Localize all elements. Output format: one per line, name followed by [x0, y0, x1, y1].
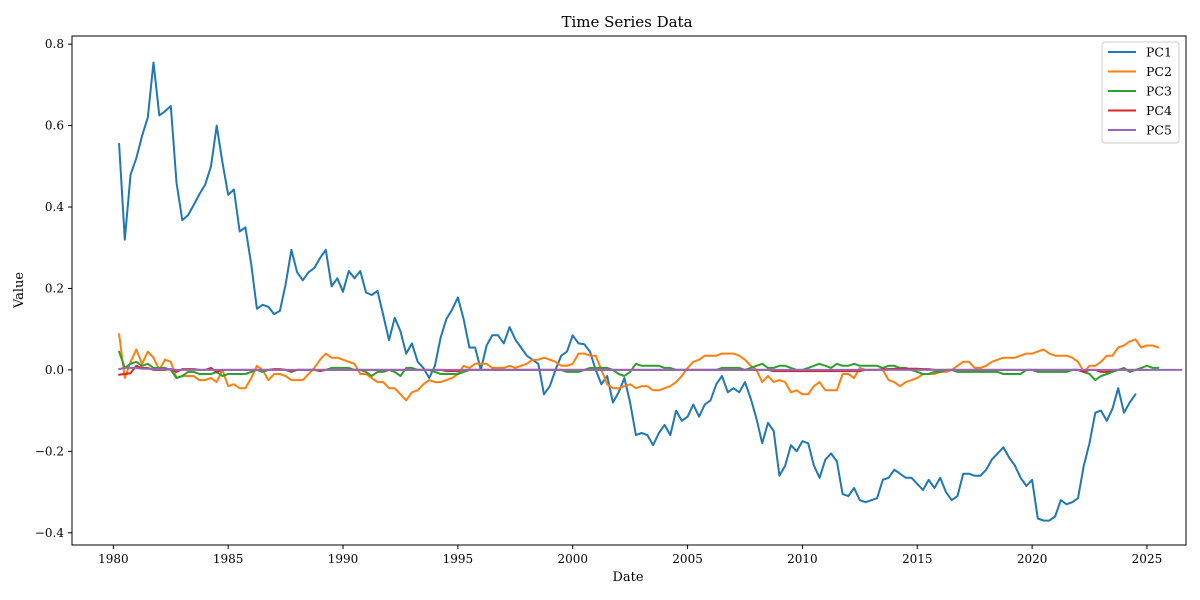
x-tick-label: 2005: [672, 552, 703, 566]
y-tick-label: −0.4: [35, 526, 65, 540]
x-tick-label: 1995: [443, 552, 474, 566]
legend-label-pc5: PC5: [1146, 123, 1172, 138]
x-axis-title: Date: [612, 570, 643, 585]
chart-title: Time Series Data: [561, 13, 692, 31]
legend-label-pc1: PC1: [1146, 45, 1172, 60]
legend: PC1 PC2 PC3 PC4 PC5: [1101, 41, 1180, 144]
x-tick-label: 1990: [328, 552, 359, 566]
y-tick-label: 0.8: [45, 37, 64, 51]
x-tick-label: 1985: [213, 552, 244, 566]
x-tick-label: 2000: [557, 552, 588, 566]
plot-series-group: [118, 61, 1183, 522]
plot-area-frame: [71, 35, 1187, 546]
legend-label-pc4: PC4: [1146, 103, 1172, 118]
legend-label-pc3: PC3: [1146, 84, 1172, 99]
x-tick-label: 2025: [1132, 552, 1163, 566]
series-line-pc1: [118, 61, 1137, 522]
y-tick-label: 0.0: [45, 363, 64, 377]
y-tick-label: 0.2: [45, 281, 64, 295]
x-axis: 1980 1985 1990 1995 2000 2005 2010 2015 2020 2025: [98, 545, 1162, 566]
y-axis: −0.4 −0.2 0.0 0.2 0.4 0.6 0.8: [35, 37, 72, 540]
legend-label-pc2: PC2: [1146, 64, 1172, 79]
y-tick-label: −0.2: [35, 444, 64, 458]
series-line-pc3: [118, 350, 1160, 382]
y-tick-label: 0.6: [45, 119, 64, 133]
series-line-pc5: [118, 366, 1183, 371]
legend-frame: [1101, 41, 1180, 144]
series-line-pc2: [118, 333, 1160, 402]
x-tick-label: 2010: [787, 552, 818, 566]
x-tick-label: 1980: [98, 552, 129, 566]
x-tick-label: 2015: [902, 552, 933, 566]
y-axis-title: Value: [12, 272, 27, 309]
x-tick-label: 2020: [1017, 552, 1048, 566]
y-tick-label: 0.4: [45, 200, 64, 214]
